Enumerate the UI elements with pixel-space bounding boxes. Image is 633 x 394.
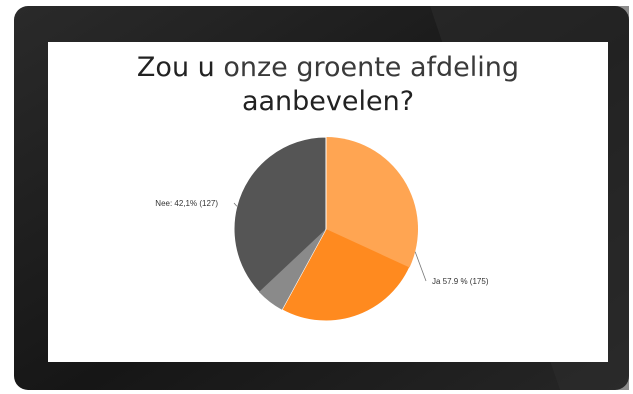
pie-leader-line-ja (414, 251, 427, 282)
chart-title-part-a: Zou u (136, 52, 224, 83)
pie-slice-highlight-nee (258, 229, 326, 310)
pie-label-ja: Ja 57.9 % (175) (432, 277, 489, 286)
chart-title-line1: Zou u onze groente afdeling (48, 52, 608, 84)
chart-title-part-b: onze groente afdeling (223, 52, 520, 83)
pie-slice-highlight-ja (326, 137, 418, 268)
pie-leader-line-nee (233, 202, 238, 207)
chart-title-line2: aanbevelen? (241, 86, 415, 117)
pie-label-nee: Nee: 42,1% (127) (155, 199, 218, 208)
